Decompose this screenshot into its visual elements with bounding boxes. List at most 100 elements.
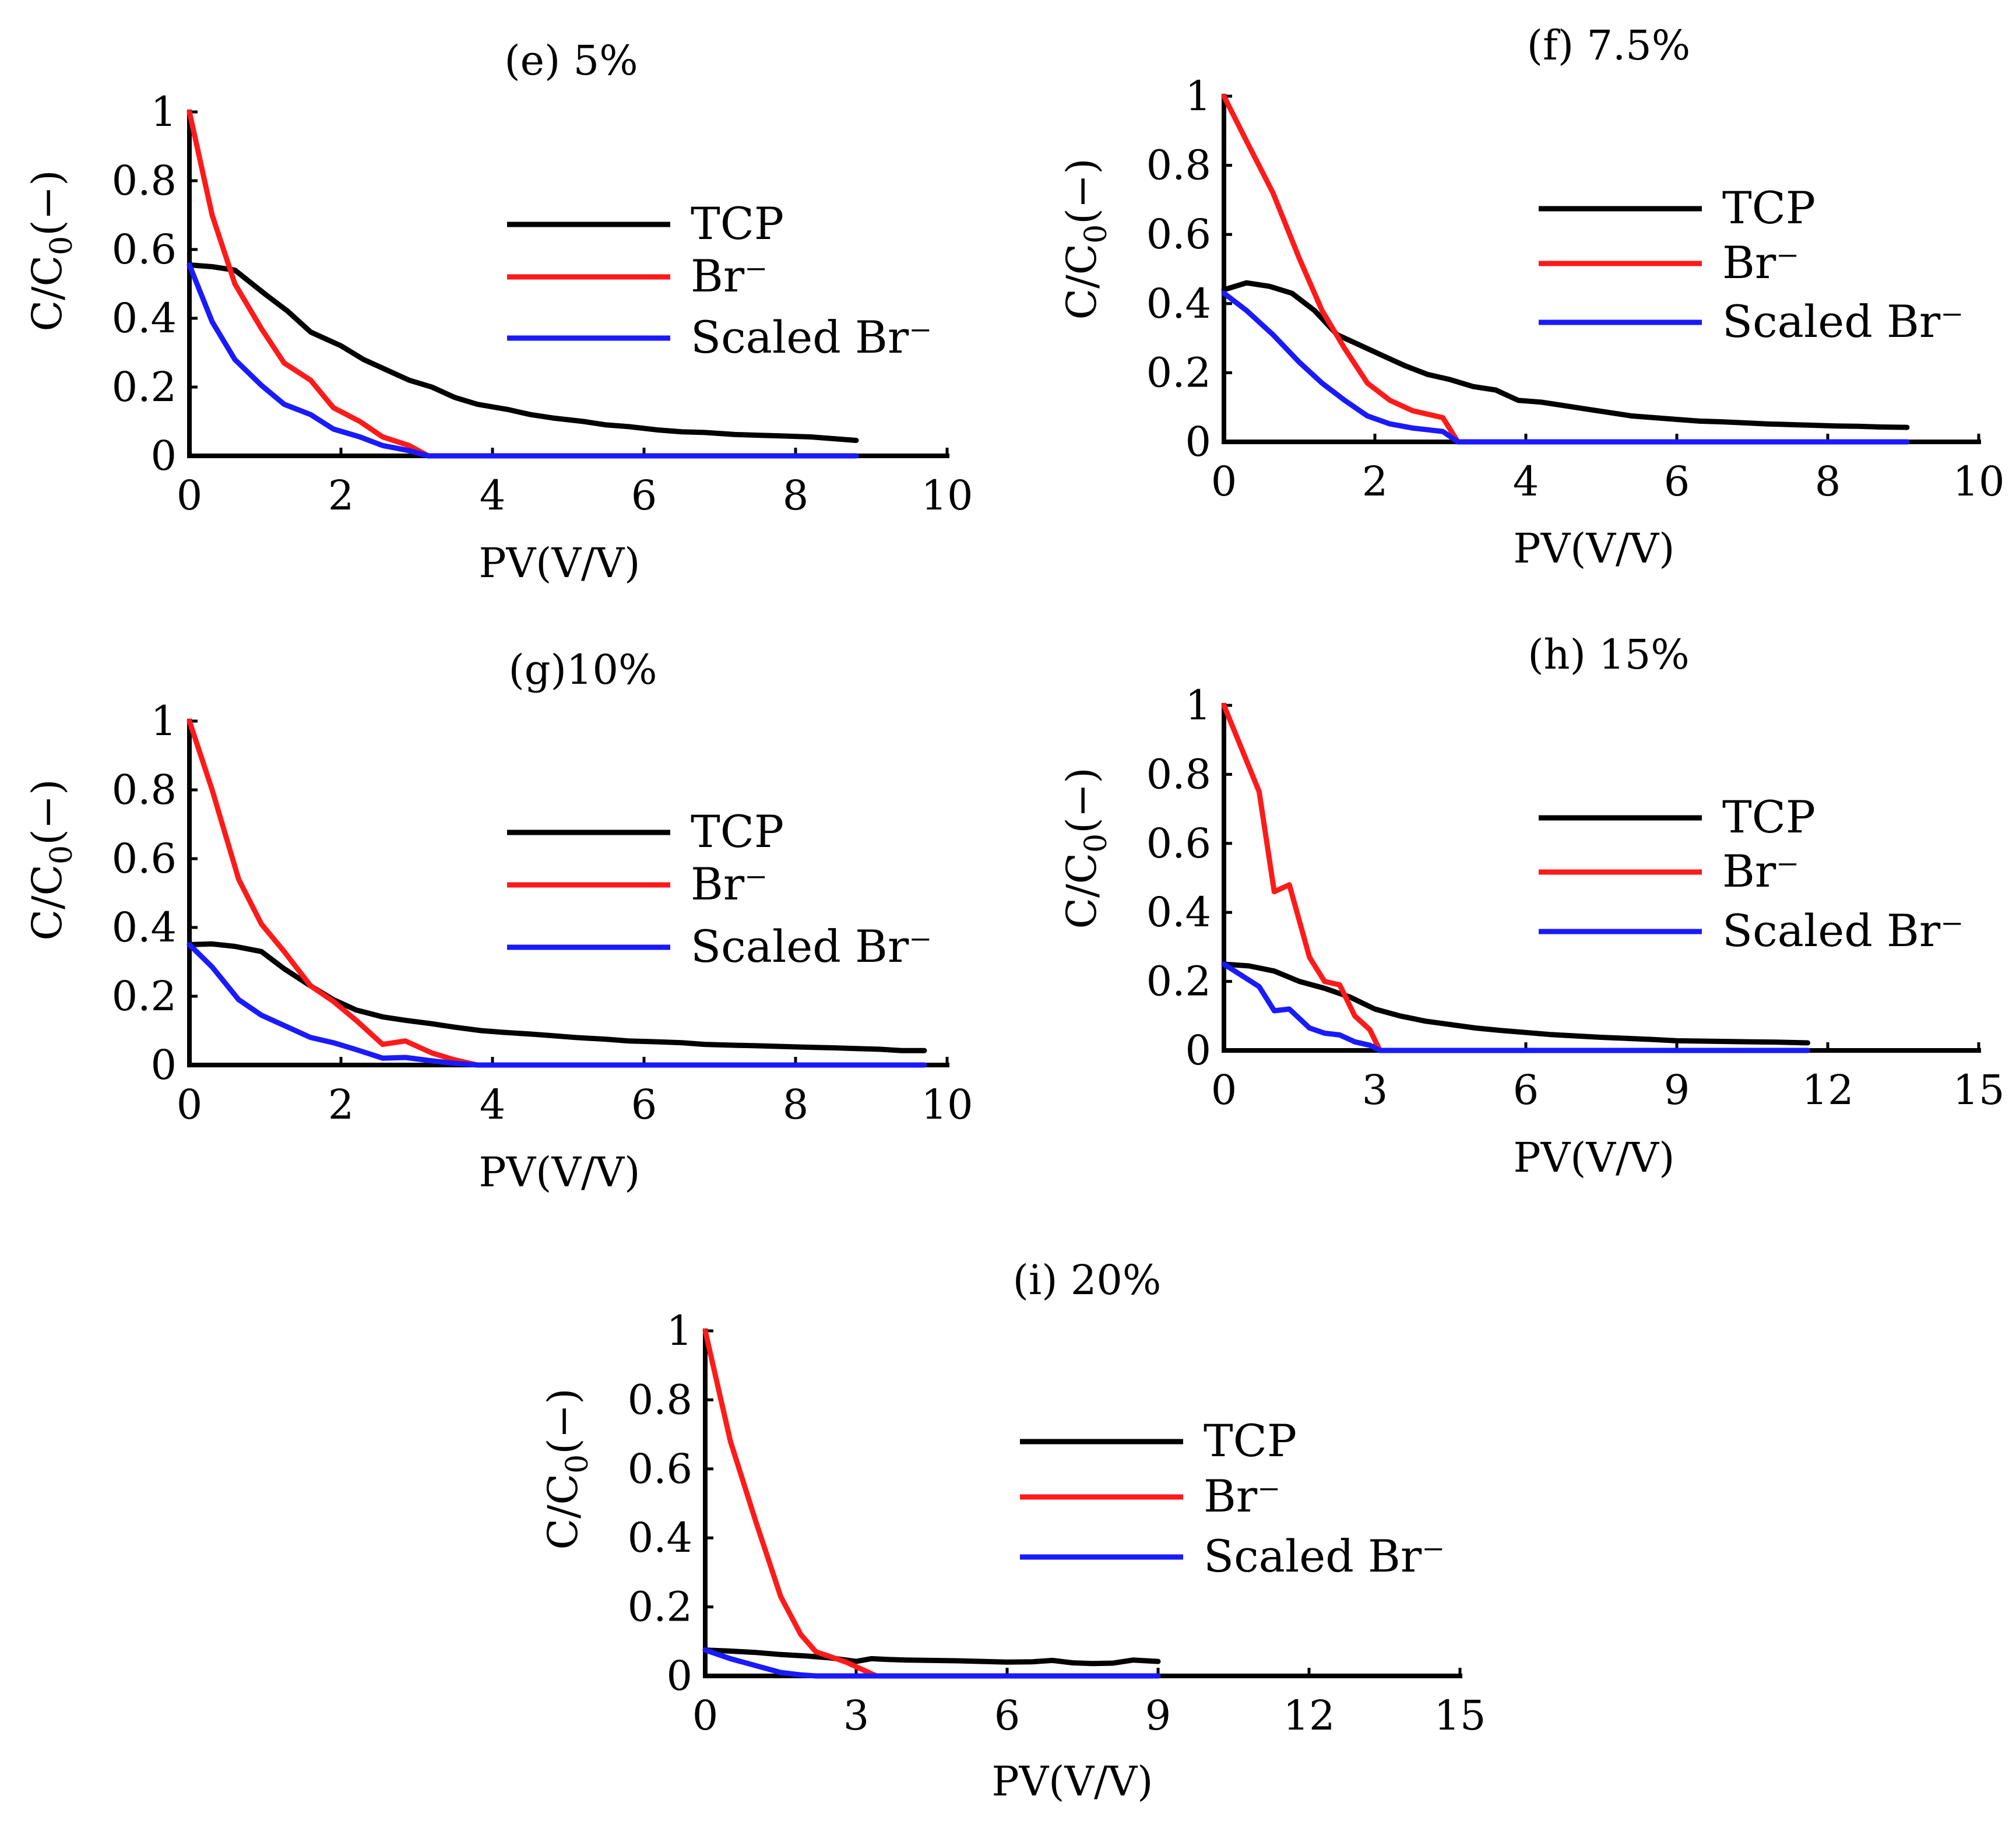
x-tick-label: 12 [1802,1066,1853,1114]
y-tick-label: 0.6 [112,226,177,273]
panel-title: (g)10% [508,646,657,694]
legend-label-br: Br⁻ [691,250,768,302]
legend: TCP Br⁻ Scaled Br⁻ [1539,182,1964,347]
x-tick-label: 10 [921,472,973,519]
y-tick-label: 0.4 [112,294,177,342]
series-line-scaled-br [187,942,927,1068]
y-tick-label: 1 [150,697,177,745]
panel-h: (h) 15% 0 3 6 9 12 15 0 0.2 0.4 0.6 0.8 1 TCP Br⁻ S… [1058,631,2005,1182]
panel-title: (i) 20% [1013,1256,1162,1304]
x-tick-label: 4 [1513,458,1539,505]
y-tick-label: 0 [1185,418,1211,466]
y-axis-label: C/C0(−) [1058,158,1114,319]
plot-area: 0 3 6 9 12 15 0 0.2 0.4 0.6 0.8 1 [1146,681,2005,1114]
x-tick-label: 2 [328,1081,354,1129]
legend-label-scaled-br: Scaled Br⁻ [691,920,932,972]
y-tick-label: 0.2 [1146,958,1211,1006]
series-line-tcp [187,262,859,443]
plot-area: 0 2 4 6 8 10 0 0.2 0.4 0.6 0.8 1 [1146,72,2005,505]
y-tick-label: 0 [150,432,177,480]
legend-label-scaled-br: Scaled Br⁻ [1204,1530,1445,1582]
x-tick-label: 10 [921,1081,973,1129]
y-tick-label: 0.2 [628,1583,692,1631]
x-axis-label: PV(V/V) [1514,525,1675,572]
x-tick-label: 4 [480,1081,506,1129]
x-tick-label: 4 [480,472,506,519]
panel-title: (h) 15% [1528,631,1690,679]
series-line-tcp [1221,961,1810,1046]
x-tick-label: 15 [1434,1692,1486,1739]
y-tick-label: 0.6 [112,835,177,883]
panel-title: (f) 7.5% [1527,22,1691,69]
x-tick-label: 2 [328,472,354,519]
x-tick-label: 15 [1952,1066,2004,1114]
x-tick-label: 8 [783,1081,809,1129]
x-tick-label: 10 [1952,458,2004,505]
series-line-br [702,1328,1161,1679]
legend-label-tcp: TCP [691,806,784,857]
series-line-scaled-br [1221,961,1810,1053]
plot-area: 0 2 4 6 8 10 0 0.2 0.4 0.6 0.8 1 [112,88,973,519]
x-tick-label: 3 [1362,1066,1388,1114]
x-tick-label: 8 [783,472,809,519]
series-line-tcp [702,1647,1161,1667]
y-tick-label: 0.6 [1146,820,1211,867]
y-tick-label: 0.8 [1146,750,1211,798]
y-tick-label: 1 [1185,681,1211,729]
y-tick-label: 1 [1185,72,1211,120]
panel-g: (g)10% 0 2 4 6 8 10 0 0.2 0.4 0.6 0.8 1 TCP Br⁻ Sca… [23,646,973,1196]
x-tick-label: 6 [1664,458,1690,505]
y-tick-label: 0.4 [112,904,177,951]
x-tick-label: 0 [1211,458,1237,505]
x-tick-label: 8 [1815,458,1841,505]
y-axis-label: C/C0(−) [539,1388,595,1549]
legend-label-br: Br⁻ [1722,237,1799,289]
x-axis-label: PV(V/V) [479,539,641,587]
x-tick-label: 0 [177,1081,203,1129]
x-tick-label: 3 [843,1692,870,1739]
x-tick-label: 0 [1211,1066,1237,1114]
y-axis-label: C/C0(−) [1058,767,1114,929]
legend-label-tcp: TCP [1204,1415,1297,1467]
legend-label-scaled-br: Scaled Br⁻ [1722,905,1964,957]
y-axis-label: C/C0(−) [23,170,79,331]
panel-title: (e) 5% [504,37,638,85]
y-tick-label: 0.8 [1146,142,1211,189]
panel-f: (f) 7.5% 0 2 4 6 8 10 0 0.2 0.4 0.6 0.8 1 TCP Br⁻ S… [1058,22,2005,572]
x-axis-label: PV(V/V) [479,1148,641,1196]
y-tick-label: 1 [666,1307,692,1355]
series-line-scaled-br [1221,290,1910,445]
x-tick-label: 6 [631,1081,657,1129]
series-line-br [1221,93,1910,445]
x-tick-label: 12 [1283,1692,1335,1739]
legend: TCP Br⁻ Scaled Br⁻ [507,806,932,972]
y-tick-label: 0 [1185,1027,1211,1074]
y-tick-label: 0 [150,1041,177,1089]
series-line-br [1221,702,1810,1053]
y-tick-label: 0.2 [112,972,177,1020]
legend: TCP Br⁻ Scaled Br⁻ [507,198,932,363]
y-tick-label: 0.8 [112,157,177,205]
x-tick-label: 6 [994,1692,1021,1739]
x-tick-label: 0 [177,472,203,519]
legend-label-tcp: TCP [691,198,784,249]
panel-e: (e) 5% 0 2 4 6 8 10 0 0.2 0.4 0.6 0.8 1 TCP Br⁻ Sca… [23,37,973,587]
x-tick-label: 6 [1513,1066,1539,1114]
y-tick-label: 0.8 [628,1376,692,1424]
plot-area: 0 3 6 9 12 15 0 0.2 0.4 0.6 0.8 1 [628,1307,1486,1739]
legend-label-br: Br⁻ [691,858,768,910]
legend-label-tcp: TCP [1722,791,1816,843]
y-tick-label: 0.4 [628,1514,692,1562]
series-line-scaled-br [702,1647,1161,1679]
y-tick-label: 0 [666,1652,692,1700]
legend-label-scaled-br: Scaled Br⁻ [691,311,932,363]
x-axis-label: PV(V/V) [992,1758,1153,1805]
legend-label-tcp: TCP [1722,182,1816,234]
x-tick-label: 0 [692,1692,719,1739]
y-tick-label: 0.8 [112,766,177,814]
panel-i: (i) 20% 0 3 6 9 12 15 0 0.2 0.4 0.6 0.8 1 TCP Br⁻ S… [539,1256,1486,1805]
y-axis-label: C/C0(−) [23,779,79,940]
y-tick-label: 0.2 [1146,349,1211,396]
y-tick-label: 0.2 [112,363,177,411]
legend: TCP Br⁻ Scaled Br⁻ [1539,791,1964,957]
